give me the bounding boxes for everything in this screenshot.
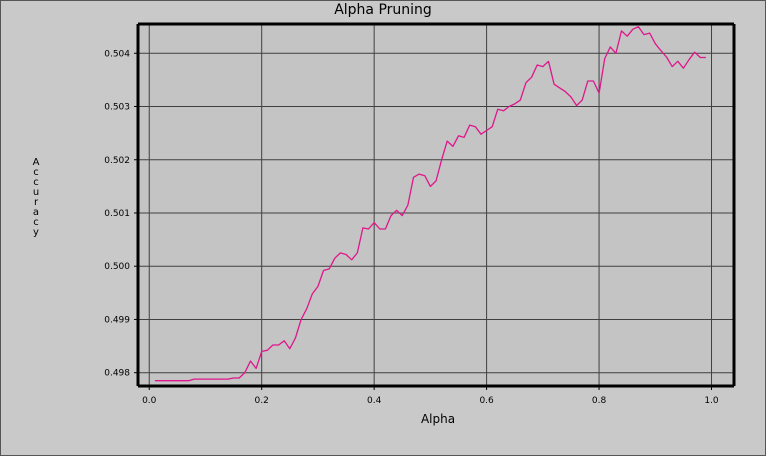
x-tick-label: 0.2 xyxy=(255,396,269,406)
y-tick-label: 0.503 xyxy=(104,103,130,113)
x-axis-label: Alpha xyxy=(420,412,456,426)
y-axis-label: Accuracy xyxy=(32,157,40,238)
y-tick-label: 0.504 xyxy=(104,49,130,59)
y-tick-label: 0.498 xyxy=(104,369,130,379)
y-tick-label: 0.501 xyxy=(104,209,130,219)
y-tick-label: 0.500 xyxy=(104,262,130,272)
chart-title: Alpha Pruning xyxy=(334,2,432,18)
x-tick-label: 0.6 xyxy=(479,396,494,406)
x-tick-label: 0.4 xyxy=(367,396,382,406)
y-tick-label: 0.499 xyxy=(104,315,130,325)
y-tick-label: 0.502 xyxy=(104,156,130,166)
x-tick-label: 0.0 xyxy=(142,396,157,406)
plot-area xyxy=(138,24,734,386)
x-tick-label: 1.0 xyxy=(704,396,719,406)
x-tick-label: 0.8 xyxy=(592,396,607,406)
series-line xyxy=(154,26,706,382)
